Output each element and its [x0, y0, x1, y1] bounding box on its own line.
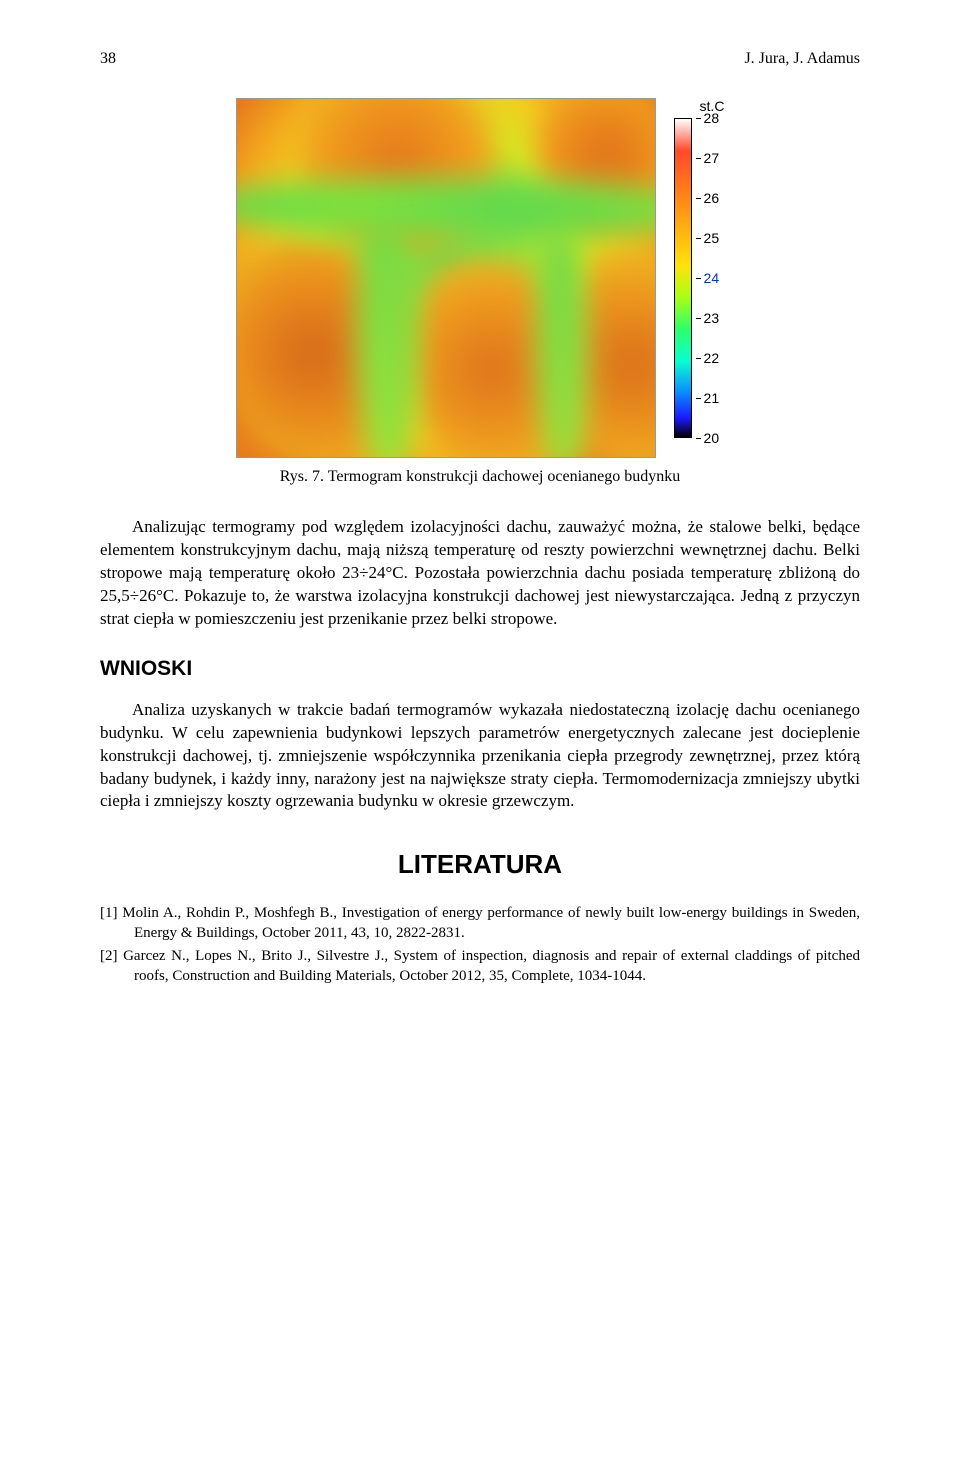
- references-list: [1] Molin A., Rohdin P., Moshfegh B., In…: [100, 904, 860, 986]
- tick-mark: [696, 318, 701, 319]
- section-heading-literatura: LITERATURA: [100, 849, 860, 880]
- tick-mark: [696, 198, 701, 199]
- tick-mark: [696, 358, 701, 359]
- thermo-blob: [357, 219, 417, 458]
- colorbar-row: 282726252423222120: [674, 118, 720, 438]
- colorbar-gradient: [674, 118, 692, 438]
- thermogram-container: st.C 282726252423222120: [236, 98, 725, 458]
- tick-mark: [696, 398, 701, 399]
- tick-mark: [696, 278, 701, 279]
- reference-item: [1] Molin A., Rohdin P., Moshfegh B., In…: [100, 904, 860, 943]
- thermogram-image: [236, 98, 656, 458]
- colorbar-ticks: 282726252423222120: [696, 118, 720, 438]
- figure-7: st.C 282726252423222120: [100, 98, 860, 458]
- thermo-blob: [236, 179, 656, 239]
- section-heading-wnioski: WNIOSKI: [100, 657, 860, 681]
- tick-mark: [696, 238, 701, 239]
- reference-item: [2] Garcez N., Lopes N., Brito J., Silve…: [100, 947, 860, 986]
- header-authors: J. Jura, J. Adamus: [744, 50, 860, 68]
- page-header: 38 J. Jura, J. Adamus: [100, 50, 860, 68]
- wnioski-body: Analiza uzyskanych w trakcie badań termo…: [100, 699, 860, 814]
- thermo-blob: [537, 229, 587, 458]
- tick-mark: [696, 118, 701, 119]
- colorbar: st.C 282726252423222120: [674, 98, 725, 438]
- figure-caption: Rys. 7. Termogram konstrukcji dachowej o…: [100, 468, 860, 486]
- analysis-paragraph: Analizując termogramy pod względem izola…: [100, 516, 860, 631]
- page-number: 38: [100, 50, 116, 68]
- tick-mark: [696, 438, 701, 439]
- tick-mark: [696, 158, 701, 159]
